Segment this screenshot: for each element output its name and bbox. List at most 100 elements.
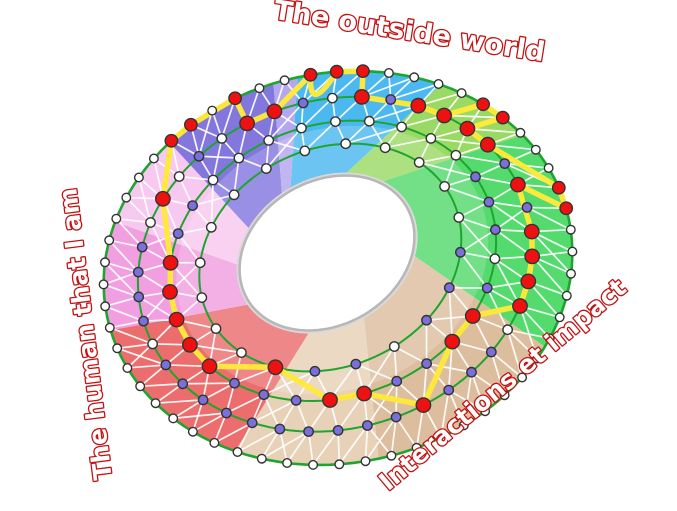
node-white[interactable] — [256, 453, 267, 464]
node-white[interactable] — [489, 253, 501, 265]
node-white[interactable] — [456, 88, 467, 99]
node-white[interactable] — [209, 437, 220, 448]
node-red[interactable] — [520, 273, 537, 290]
node-white[interactable] — [207, 174, 219, 186]
node-purple[interactable] — [391, 375, 403, 387]
node-white[interactable] — [480, 406, 491, 417]
node-white[interactable] — [235, 347, 247, 358]
node-white[interactable] — [340, 138, 352, 150]
node-white[interactable] — [411, 442, 422, 453]
node-purple[interactable] — [246, 417, 258, 429]
node-white[interactable] — [150, 398, 161, 409]
node-white[interactable] — [99, 257, 110, 268]
node-white[interactable] — [499, 390, 510, 401]
node-red[interactable] — [464, 308, 481, 324]
node-purple[interactable] — [470, 171, 481, 183]
node-white[interactable] — [147, 338, 159, 350]
node-dots[interactable] — [98, 64, 578, 470]
node-white[interactable] — [439, 180, 450, 192]
node-white[interactable] — [388, 341, 400, 352]
node-white[interactable] — [329, 116, 341, 128]
node-white[interactable] — [502, 324, 513, 336]
node-white[interactable] — [263, 134, 275, 146]
node-white[interactable] — [100, 301, 111, 312]
node-purple[interactable] — [138, 315, 149, 327]
node-white[interactable] — [566, 268, 577, 279]
node-white[interactable] — [561, 290, 572, 301]
node-white[interactable] — [194, 257, 206, 269]
node-red[interactable] — [479, 136, 496, 153]
node-white[interactable] — [413, 156, 425, 168]
node-white[interactable] — [515, 127, 526, 138]
node-white[interactable] — [386, 450, 397, 461]
node-red[interactable] — [444, 333, 461, 350]
node-white[interactable] — [121, 192, 132, 203]
node-white[interactable] — [133, 172, 144, 183]
node-red[interactable] — [201, 358, 218, 375]
node-red[interactable] — [524, 248, 541, 265]
node-white[interactable] — [104, 322, 115, 333]
node-white[interactable] — [567, 246, 578, 257]
node-white[interactable] — [450, 149, 462, 161]
node-purple[interactable] — [193, 150, 205, 162]
node-white[interactable] — [334, 459, 345, 470]
node-red[interactable] — [267, 359, 284, 376]
node-purple[interactable] — [481, 282, 493, 294]
node-white[interactable] — [543, 162, 554, 173]
node-purple[interactable] — [187, 200, 199, 212]
node-white[interactable] — [326, 92, 338, 104]
node-white[interactable] — [363, 115, 375, 127]
node-purple[interactable] — [229, 377, 240, 389]
node-purple[interactable] — [499, 158, 511, 170]
node-white[interactable] — [210, 323, 222, 334]
node-white[interactable] — [112, 343, 123, 354]
node-purple[interactable] — [350, 358, 362, 370]
node-purple[interactable] — [160, 359, 172, 371]
node-purple[interactable] — [258, 389, 270, 401]
node-white[interactable] — [205, 221, 217, 233]
node-white[interactable] — [282, 458, 293, 469]
node-purple[interactable] — [466, 366, 477, 378]
node-white[interactable] — [145, 217, 156, 228]
node-white[interactable] — [216, 132, 228, 144]
node-purple[interactable] — [443, 282, 455, 294]
node-white[interactable] — [530, 144, 541, 155]
node-red[interactable] — [355, 64, 370, 79]
node-purple[interactable] — [421, 358, 432, 369]
node-white[interactable] — [360, 456, 371, 467]
node-red[interactable] — [551, 180, 566, 195]
node-white[interactable] — [435, 432, 446, 443]
sector-salmon[interactable] — [110, 304, 309, 452]
node-red[interactable] — [495, 110, 510, 125]
node-purple[interactable] — [489, 224, 501, 236]
node-purple[interactable] — [172, 228, 184, 240]
node-purple[interactable] — [303, 426, 314, 437]
node-white[interactable] — [383, 67, 394, 78]
node-red[interactable] — [239, 115, 256, 132]
node-purple[interactable] — [220, 407, 232, 419]
node-white[interactable] — [232, 447, 243, 458]
node-white[interactable] — [228, 189, 240, 201]
node-white[interactable] — [122, 363, 133, 374]
node-white[interactable] — [168, 413, 179, 424]
node-red[interactable] — [523, 223, 540, 240]
node-purple[interactable] — [443, 384, 455, 396]
node-purple[interactable] — [361, 420, 373, 431]
node-red[interactable] — [154, 190, 171, 207]
node-red[interactable] — [476, 97, 490, 112]
node-red[interactable] — [356, 385, 372, 402]
node-red[interactable] — [459, 120, 476, 137]
node-red[interactable] — [436, 107, 452, 124]
node-white[interactable] — [517, 372, 528, 383]
node-red[interactable] — [183, 117, 198, 132]
node-white[interactable] — [565, 224, 576, 235]
node-white[interactable] — [554, 312, 565, 323]
node-white[interactable] — [425, 132, 437, 144]
node-purple[interactable] — [132, 266, 144, 278]
node-white[interactable] — [187, 426, 198, 437]
node-white[interactable] — [148, 153, 159, 164]
node-purple[interactable] — [421, 314, 432, 326]
node-white[interactable] — [254, 83, 265, 94]
node-purple[interactable] — [521, 201, 533, 213]
node-red[interactable] — [415, 397, 432, 413]
